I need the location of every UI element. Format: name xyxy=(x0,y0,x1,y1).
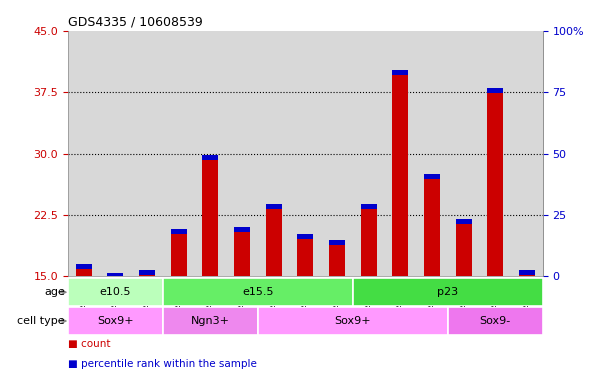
Bar xyxy=(107,273,123,278)
Text: e15.5: e15.5 xyxy=(242,287,274,297)
Bar xyxy=(455,219,471,224)
Bar xyxy=(68,307,163,335)
Bar xyxy=(163,307,258,335)
Bar xyxy=(234,227,250,276)
Text: cell type: cell type xyxy=(17,316,65,326)
Text: Ngn3+: Ngn3+ xyxy=(191,316,230,326)
Bar xyxy=(392,70,408,75)
Bar xyxy=(424,174,440,276)
Text: Sox9+: Sox9+ xyxy=(335,316,371,326)
Bar xyxy=(171,229,186,276)
Bar xyxy=(163,278,353,306)
Bar xyxy=(202,155,218,276)
Bar xyxy=(76,264,91,269)
Bar xyxy=(107,273,123,276)
Bar xyxy=(234,227,250,232)
Bar xyxy=(519,270,535,276)
Bar xyxy=(448,307,543,335)
Bar xyxy=(329,240,345,276)
Bar xyxy=(424,174,440,179)
Bar xyxy=(487,88,503,276)
Bar xyxy=(329,240,345,245)
Bar xyxy=(353,278,543,306)
Bar xyxy=(202,155,218,160)
Bar xyxy=(297,234,313,276)
Text: Sox9+: Sox9+ xyxy=(97,316,134,326)
Bar xyxy=(68,278,163,306)
Bar xyxy=(258,307,448,335)
Bar xyxy=(266,204,281,276)
Text: GDS4335 / 10608539: GDS4335 / 10608539 xyxy=(68,15,202,28)
Bar xyxy=(360,204,376,276)
Bar xyxy=(171,229,186,234)
Text: e10.5: e10.5 xyxy=(100,287,131,297)
Bar xyxy=(139,270,155,276)
Bar xyxy=(76,264,91,276)
Text: p23: p23 xyxy=(437,287,458,297)
Bar xyxy=(519,270,535,275)
Bar xyxy=(139,270,155,275)
Text: ■ count: ■ count xyxy=(68,339,110,349)
Bar xyxy=(360,204,376,209)
Bar xyxy=(297,234,313,239)
Bar xyxy=(266,204,281,209)
Bar xyxy=(455,219,471,276)
Bar xyxy=(392,70,408,276)
Bar xyxy=(487,88,503,93)
Text: Sox9-: Sox9- xyxy=(480,316,511,326)
Text: ■ percentile rank within the sample: ■ percentile rank within the sample xyxy=(68,359,257,369)
Text: age: age xyxy=(44,287,65,297)
